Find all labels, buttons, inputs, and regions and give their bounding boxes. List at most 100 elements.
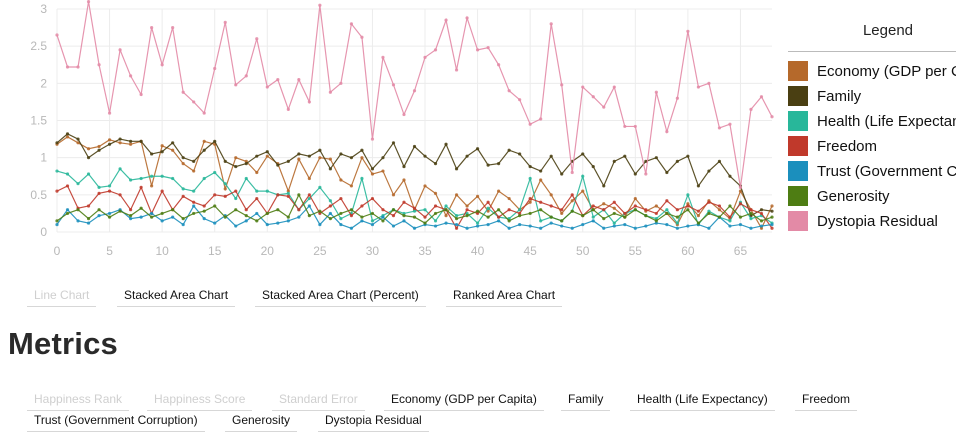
data-point <box>433 224 438 228</box>
data-point <box>507 148 511 152</box>
data-point <box>728 174 732 178</box>
data-point <box>255 154 259 158</box>
data-point <box>402 164 406 169</box>
data-point <box>86 217 91 221</box>
data-point <box>560 219 564 223</box>
data-point <box>76 219 80 223</box>
data-point <box>602 202 606 206</box>
metric-health-button[interactable]: Health (Life Expectancy) <box>630 391 775 411</box>
metric-generosity-button[interactable]: Generosity <box>225 412 298 432</box>
data-point <box>454 214 459 218</box>
data-point <box>181 156 185 160</box>
data-point <box>581 174 585 178</box>
legend-title: Legend <box>862 22 914 39</box>
data-point <box>675 159 679 163</box>
data-point <box>349 22 354 26</box>
data-point <box>412 215 417 219</box>
data-point <box>612 206 616 210</box>
data-point <box>234 83 238 87</box>
data-point <box>717 126 722 130</box>
legend: Legend Economy (GDP per Capita) Family H… <box>788 0 956 240</box>
legend-item-trust[interactable]: Trust (Government Corruption) <box>788 161 956 183</box>
series-generosity <box>55 193 774 225</box>
metric-standard-error-button[interactable]: Standard Error <box>272 391 365 411</box>
data-point <box>717 204 722 208</box>
stacked-area-chart-button[interactable]: Stacked Area Chart <box>117 287 236 307</box>
data-point <box>286 189 290 193</box>
data-point <box>686 29 690 33</box>
data-point <box>171 208 175 212</box>
data-point <box>665 222 669 227</box>
data-point <box>581 214 585 218</box>
data-point <box>602 226 606 230</box>
data-point <box>444 221 448 225</box>
data-point <box>633 208 637 212</box>
x-tick-label: 20 <box>261 244 275 258</box>
data-point <box>707 200 711 204</box>
data-point <box>654 204 658 208</box>
data-point <box>213 66 217 71</box>
data-point <box>717 159 722 163</box>
metric-freedom-button[interactable]: Freedom <box>795 391 858 411</box>
data-point <box>570 170 574 175</box>
line-chart-button[interactable]: Line Chart <box>27 287 97 307</box>
data-point <box>570 209 574 213</box>
data-point <box>465 226 469 230</box>
data-point <box>276 193 280 197</box>
data-point <box>171 141 175 145</box>
data-point <box>86 156 91 160</box>
data-point <box>276 163 280 167</box>
legend-item-economy[interactable]: Economy (GDP per Capita) <box>788 61 956 83</box>
legend-item-generosity[interactable]: Generosity <box>788 186 890 208</box>
metric-economy-button[interactable]: Economy (GDP per Capita) <box>384 391 544 411</box>
data-point <box>255 37 259 41</box>
data-point <box>675 221 679 225</box>
metric-trust-button[interactable]: Trust (Government Corruption) <box>27 412 205 432</box>
metric-family-button[interactable]: Family <box>561 391 611 411</box>
data-point <box>255 211 259 216</box>
line-chart: 0 0.5 1 1.5 2 2.5 3 0 5 10 15 20 25 30 35 40 45 50 55 60 65 <box>30 0 774 258</box>
data-point <box>171 176 175 181</box>
data-point <box>749 107 753 111</box>
data-point <box>192 211 196 216</box>
data-point <box>518 98 522 102</box>
metric-happiness-score-button[interactable]: Happiness Score <box>147 391 253 411</box>
data-point <box>360 219 364 223</box>
metric-happiness-rank-button[interactable]: Happiness Rank <box>27 391 130 411</box>
data-point <box>675 215 679 219</box>
data-point <box>234 156 238 160</box>
data-point <box>286 191 290 195</box>
metrics-heading: Metrics <box>8 326 118 361</box>
y-tick-label: 0 <box>40 225 47 239</box>
data-point <box>728 224 732 228</box>
data-point <box>602 217 606 221</box>
metric-dystopia-button[interactable]: Dystopia Residual <box>318 412 429 432</box>
stacked-area-percent-button[interactable]: Stacked Area Chart (Percent) <box>255 287 426 307</box>
data-point <box>213 204 217 208</box>
data-point <box>654 156 658 160</box>
data-point <box>497 215 501 219</box>
data-point <box>560 224 564 228</box>
data-point <box>696 214 700 218</box>
data-point <box>202 209 206 213</box>
data-point <box>475 48 480 52</box>
data-point <box>107 111 112 115</box>
data-point <box>612 224 616 228</box>
data-point <box>339 222 343 227</box>
legend-item-freedom[interactable]: Freedom <box>788 136 877 158</box>
legend-item-health[interactable]: Health (Life Expectancy) <box>788 111 956 133</box>
ranked-area-chart-button[interactable]: Ranked Area Chart <box>446 287 563 307</box>
data-point <box>129 74 133 78</box>
data-point <box>518 222 522 227</box>
data-point <box>539 226 543 230</box>
legend-item-dystopia[interactable]: Dystopia Residual <box>788 211 938 233</box>
data-point <box>581 85 585 89</box>
data-point <box>118 141 122 145</box>
data-point <box>402 112 406 117</box>
legend-divider <box>788 51 956 52</box>
data-point <box>686 193 690 197</box>
data-point <box>129 208 133 212</box>
data-point <box>549 154 553 158</box>
legend-item-family[interactable]: Family <box>788 86 861 108</box>
data-point <box>360 156 364 160</box>
